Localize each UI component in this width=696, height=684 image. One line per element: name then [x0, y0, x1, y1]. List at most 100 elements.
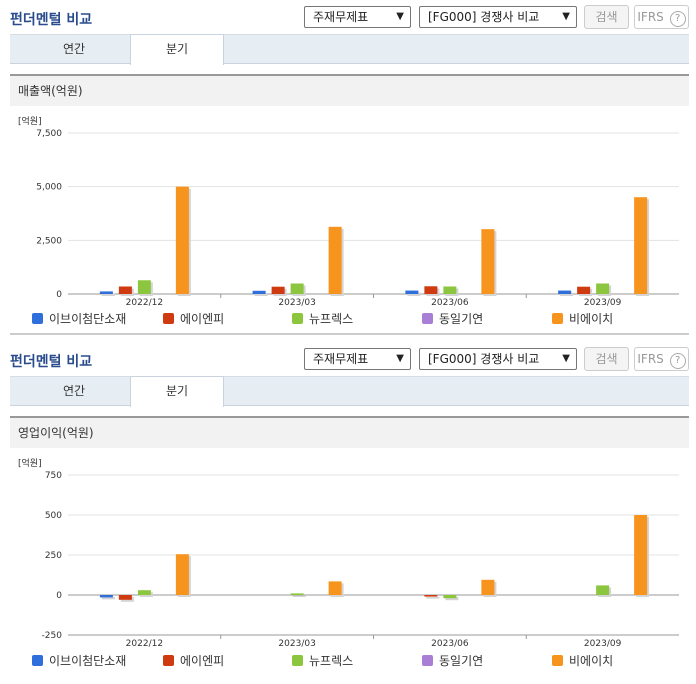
bar [99, 291, 113, 294]
tab-quarterly[interactable]: 분기 [130, 376, 224, 407]
chevron-down-icon: ▼ [396, 11, 404, 22]
bar [405, 290, 419, 294]
revenue-chart: 0 2,500 5,000 7,500 2022/12 2023/03 2023/06 202… [36, 129, 679, 308]
legend-label: 뉴프렉스 [309, 312, 354, 326]
legend-label: 동일기연 [439, 312, 484, 326]
chevron-down-icon: ▼ [562, 353, 570, 364]
legend-item[interactable]: 에이엔피 [163, 310, 224, 327]
ifrs-label: IFRS [637, 352, 664, 366]
bar [481, 579, 495, 595]
y-tick-label: 750 [45, 471, 62, 481]
search-button[interactable]: 검색 [584, 347, 629, 371]
ifrs-help-button[interactable]: IFRS ? [634, 5, 689, 29]
x-tick-label: 2023/09 [584, 639, 622, 649]
legend-swatch [422, 313, 433, 324]
legend-label: 이브이첨단소재 [49, 312, 127, 326]
bar [424, 595, 438, 597]
bar [634, 197, 648, 294]
legend-swatch [292, 655, 303, 666]
x-tick-label: 2022/12 [126, 298, 163, 308]
y-tick-label: 5,000 [36, 183, 62, 193]
bar [118, 286, 132, 294]
legend-item[interactable]: 뉴프렉스 [292, 652, 353, 669]
legend-item[interactable]: 뉴프렉스 [292, 310, 353, 327]
bar [290, 593, 304, 595]
bar-shadow [101, 293, 115, 296]
bar [596, 585, 610, 595]
operating-profit-chart: -250 0 250 500 750 2022/12 2023/03 2023/06 2023/… [42, 471, 679, 649]
legend-swatch [552, 655, 563, 666]
bar [99, 595, 113, 598]
select-value: 주재무제표 [313, 10, 369, 24]
bar [137, 590, 151, 595]
bar [252, 290, 266, 294]
bar [481, 229, 495, 294]
y-tick-label: -250 [42, 631, 63, 641]
bar [634, 515, 648, 595]
tab-quarterly[interactable]: 분기 [130, 34, 224, 65]
tab-annual[interactable]: 연간 [62, 384, 86, 398]
search-button[interactable]: 검색 [584, 5, 629, 29]
bar [328, 581, 342, 595]
y-tick-label: 2,500 [36, 236, 62, 246]
select-value: [FG000] 경쟁사 비교 [428, 352, 540, 366]
chart-heading: 매출액(억원) [10, 74, 689, 106]
legend-item[interactable]: 이브이첨단소재 [32, 652, 126, 669]
chevron-down-icon: ▼ [562, 11, 570, 22]
legend-item[interactable]: 동일기연 [422, 652, 483, 669]
y-tick-label: 7,500 [36, 129, 62, 139]
bar [443, 286, 457, 294]
legend-swatch [32, 313, 43, 324]
legend-item[interactable]: 비에이치 [552, 652, 613, 669]
legend-label: 비에이치 [569, 654, 614, 668]
tab-annual[interactable]: 연간 [62, 42, 86, 56]
x-tick-label: 2023/03 [278, 298, 315, 308]
statement-select[interactable]: 주재무제표 ▼ [304, 348, 411, 370]
legend-item[interactable]: 에이엔피 [163, 652, 224, 669]
select-value: [FG000] 경쟁사 비교 [428, 10, 540, 24]
legend-item[interactable]: 동일기연 [422, 310, 483, 327]
bar-shadow [254, 292, 268, 296]
y-tick-label: 250 [45, 551, 62, 561]
legend-label: 뉴프렉스 [309, 654, 354, 668]
panel-title: 펀더멘털 비교 [10, 12, 93, 28]
chart-heading: 영업이익(억원) [10, 416, 689, 448]
legend-item[interactable]: 비에이치 [552, 310, 613, 327]
y-tick-label: 0 [56, 591, 62, 601]
bar [328, 226, 342, 294]
legend-swatch [422, 655, 433, 666]
bar [271, 286, 285, 294]
chevron-down-icon: ▼ [396, 353, 404, 364]
statement-select[interactable]: 주재무제표 ▼ [304, 6, 411, 28]
panel-revenue: 펀더멘털 비교 주재무제표 ▼ [FG000] 경쟁사 비교 ▼ 검색 IFRS… [10, 5, 689, 335]
bar [175, 186, 189, 294]
bar-shadow [407, 292, 421, 296]
peer-group-select[interactable]: [FG000] 경쟁사 비교 ▼ [419, 348, 577, 370]
help-icon: ? [669, 11, 686, 27]
legend-item[interactable]: 이브이첨단소재 [32, 310, 126, 327]
bar [558, 290, 572, 294]
legend-swatch [163, 313, 174, 324]
x-tick-label: 2023/06 [431, 298, 469, 308]
legend-label: 이브이첨단소재 [49, 654, 127, 668]
legend-swatch [163, 655, 174, 666]
bar [424, 286, 438, 294]
ifrs-help-button[interactable]: IFRS ? [634, 347, 689, 371]
legend-label: 비에이치 [569, 312, 614, 326]
section-divider [10, 333, 689, 335]
panel-operating-profit: 펀더멘털 비교 주재무제표 ▼ [FG000] 경쟁사 비교 ▼ 검색 IFRS… [0, 342, 696, 684]
bar [443, 595, 457, 599]
bar-shadow [292, 595, 306, 597]
peer-group-select[interactable]: [FG000] 경쟁사 비교 ▼ [419, 6, 577, 28]
panel-title: 펀더멘털 비교 [10, 354, 93, 370]
y-tick-label: 500 [45, 511, 62, 521]
legend-swatch [552, 313, 563, 324]
select-value: 주재무제표 [313, 352, 369, 366]
bar [118, 595, 132, 600]
legend-label: 동일기연 [439, 654, 484, 668]
y-tick-label: 0 [56, 290, 62, 300]
x-tick-label: 2023/03 [278, 639, 315, 649]
legend-label: 에이엔피 [180, 654, 225, 668]
bar-shadow [560, 292, 574, 296]
x-tick-label: 2022/12 [126, 639, 163, 649]
